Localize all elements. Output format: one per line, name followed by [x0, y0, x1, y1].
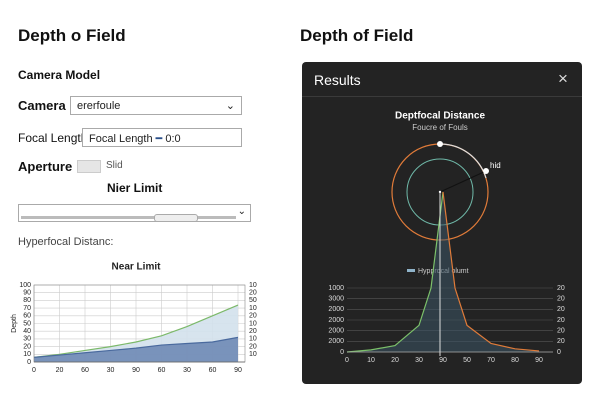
- y-tick-label: 70: [23, 305, 31, 312]
- select[interactable]: ererfoule ⌄: [70, 96, 242, 115]
- dial-dot: [437, 141, 443, 147]
- y2-tick-label: 50: [249, 297, 257, 304]
- track: [21, 216, 236, 219]
- x-tick-label: 50: [463, 357, 471, 364]
- y-tick-label: 30: [23, 336, 31, 343]
- y-tick-label: 0: [27, 359, 31, 366]
- x-tick-label: 30: [415, 357, 423, 364]
- input-text: Focal Length: [89, 133, 153, 145]
- panel-title: Results: [314, 72, 361, 88]
- x-tick-label: 70: [487, 357, 495, 364]
- dial-label: hid: [490, 161, 501, 170]
- dial-arc: [439, 143, 487, 179]
- y-tick-label: 10: [23, 351, 31, 358]
- y-tick-label: 80: [23, 297, 31, 304]
- chevron: ⌄: [237, 206, 246, 217]
- dial-title: Deptfocal Distance: [395, 111, 485, 122]
- y2-tick-label: 20: [557, 317, 565, 324]
- x-tick-label: 90: [439, 357, 447, 364]
- x-tick-label: 90: [132, 367, 140, 374]
- y-tick-label: 3000: [328, 296, 344, 303]
- y-tick-label: 90: [23, 290, 31, 297]
- series-area: [443, 192, 539, 352]
- series-area: [347, 192, 443, 352]
- field-label: Hyperfocal Distanc:: [18, 236, 114, 248]
- y2-tick-label: 20: [249, 290, 257, 297]
- y-tick-label: 100: [19, 282, 31, 289]
- y2-tick-label: 10: [249, 282, 257, 289]
- text-input[interactable]: Focal Length ━ 0:0: [82, 128, 242, 147]
- dial-subtitle: Foucre of Fouls: [412, 123, 468, 132]
- y-tick-label: 40: [23, 328, 31, 335]
- x-tick-label: 20: [391, 357, 399, 364]
- y2-tick-label: 20: [557, 296, 565, 303]
- y2-tick-label: 20: [557, 338, 565, 345]
- range-select[interactable]: ⌄: [18, 204, 251, 222]
- x-tick-label: 0: [32, 367, 36, 374]
- y-tick-label: 20: [23, 343, 31, 350]
- series-line: [346, 191, 444, 353]
- field-label: Focal Length: [18, 131, 88, 145]
- series-line: [33, 304, 239, 358]
- y2-tick-label: 20: [249, 343, 257, 350]
- heading: Depth of Field: [300, 26, 414, 45]
- section-label: Camera Model: [18, 68, 101, 82]
- section-label: Nier Limit: [107, 181, 163, 195]
- y-tick-label: 50: [23, 320, 31, 327]
- chevron: ⌄: [225, 100, 235, 112]
- dial-dot: [483, 168, 489, 174]
- slider-label: Slid: [106, 160, 123, 171]
- slider-thumb[interactable]: [77, 160, 101, 173]
- y2-tick-label: 10: [249, 336, 257, 343]
- y2-tick-label: 10: [249, 305, 257, 312]
- x-tick-label: 10: [367, 357, 375, 364]
- close-button[interactable]: ×: [558, 69, 568, 88]
- series-line: [33, 336, 239, 358]
- legend-swatch: [407, 269, 415, 272]
- x-tick-label: 20: [56, 367, 64, 374]
- thumb[interactable]: [154, 214, 198, 222]
- y2-tick-label: 10: [249, 351, 257, 358]
- y-tick-label: 1000: [328, 285, 344, 292]
- input-value: 0:0: [165, 133, 181, 145]
- y-tick-label: 2000: [328, 306, 344, 313]
- divider: [302, 96, 582, 97]
- x-tick-label: 90: [535, 357, 543, 364]
- x-tick-label: 60: [158, 367, 166, 374]
- x-tick-label: 60: [209, 367, 217, 374]
- field-label: Camera: [18, 98, 66, 113]
- y2-tick-label: 20: [557, 285, 565, 292]
- y2-tick-label: 20: [557, 306, 565, 313]
- y-axis-label: Depth: [11, 314, 18, 333]
- y-tick-label: 2000: [328, 317, 344, 324]
- field-label: Aperture: [18, 159, 73, 174]
- y2-tick-label: 20: [249, 313, 257, 320]
- y-tick-label: 2000: [328, 338, 344, 345]
- x-tick-label: 60: [81, 367, 89, 374]
- chart-title: Near Limit: [112, 262, 162, 273]
- y-tick-label: 60: [23, 313, 31, 320]
- x-tick-label: 0: [345, 357, 349, 364]
- y2-tick-label: 20: [557, 328, 565, 335]
- y2-tick-label: 0: [557, 349, 561, 356]
- dial-needle: [439, 170, 487, 193]
- select-value: ererfoule: [77, 100, 121, 112]
- x-tick-label: 30: [107, 367, 115, 374]
- y-tick-label: 0: [340, 349, 344, 356]
- x-tick-label: 80: [511, 357, 519, 364]
- y2-tick-label: 20: [249, 328, 257, 335]
- heading: Depth o Field: [18, 26, 126, 45]
- series-line: [442, 191, 540, 352]
- y-tick-label: 2000: [328, 328, 344, 335]
- x-tick-label: 90: [234, 367, 242, 374]
- x-tick-label: 30: [183, 367, 191, 374]
- y2-tick-label: 10: [249, 320, 257, 327]
